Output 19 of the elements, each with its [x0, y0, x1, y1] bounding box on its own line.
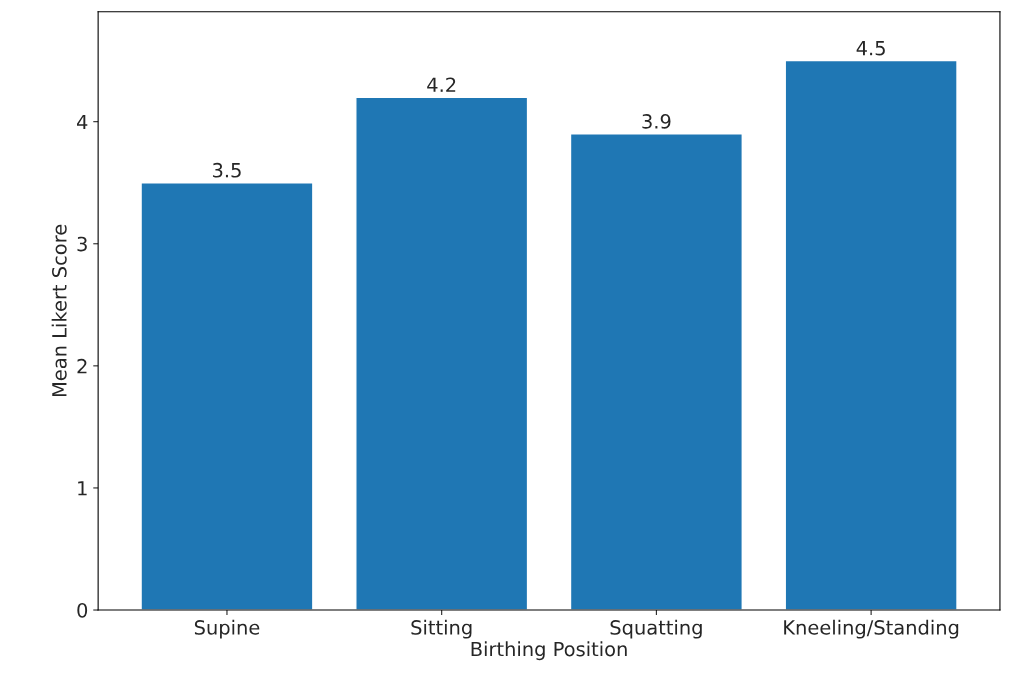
y-tick-label: 4 [76, 114, 88, 130]
x-axis-title: Birthing Position [471, 641, 627, 661]
x-tick-label: Kneeling/Standing [784, 619, 959, 639]
x-tick-label: Squatting [610, 619, 702, 639]
y-tick-label: 3 [77, 236, 87, 252]
data-label: 3.5 [212, 162, 241, 178]
data-label: 3.9 [642, 114, 671, 129]
bar [784, 59, 958, 611]
x-tick-label: Sitting [411, 619, 472, 639]
data-label: 4.5 [856, 41, 885, 56]
bar [569, 133, 743, 611]
data-label: 4.2 [427, 77, 456, 92]
bar [140, 182, 314, 611]
y-tick-label: 1 [78, 481, 87, 496]
x-tick-label: Supine [194, 619, 260, 639]
bar [355, 96, 529, 611]
y-tick-label: 2 [77, 358, 87, 374]
y-axis-title: Mean Likert Score [51, 224, 67, 397]
y-tick-label: 0 [77, 602, 88, 618]
